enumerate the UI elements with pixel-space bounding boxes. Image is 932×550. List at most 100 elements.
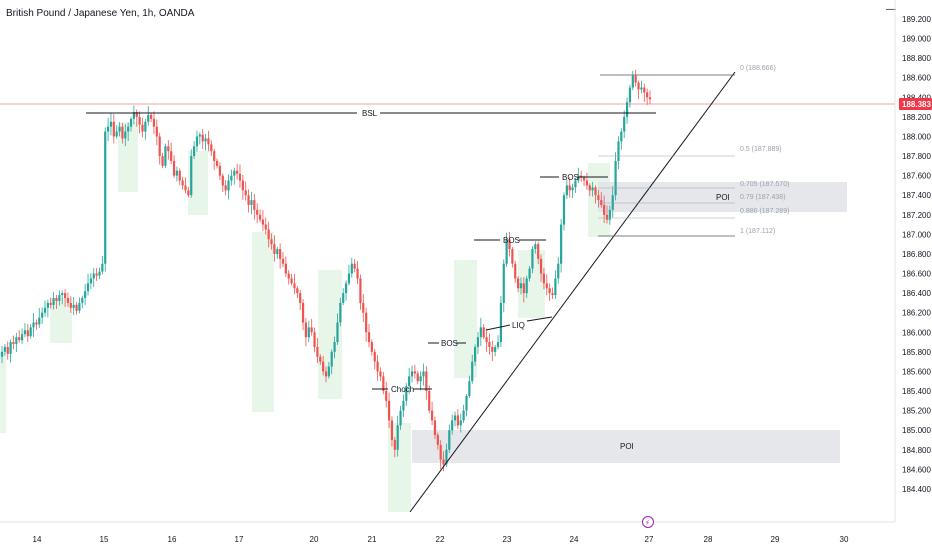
candle-body (218, 165, 222, 176)
candle-body (603, 205, 606, 215)
candle-body (241, 180, 244, 191)
candle-body (491, 346, 494, 352)
candle-body (419, 376, 422, 382)
candle-body (66, 298, 70, 303)
candle-body (617, 141, 620, 161)
price-tick-label: 187.400 (902, 191, 931, 200)
poi-zone-upper (598, 182, 847, 212)
price-tick-label: 189.200 (902, 15, 931, 24)
candle-body (15, 337, 18, 345)
candle-body (528, 268, 531, 279)
candle-body (379, 371, 382, 377)
candle-body (227, 180, 230, 191)
candle-body (95, 273, 98, 276)
candle-body (46, 302, 49, 308)
candle-body (402, 400, 405, 411)
time-tick-label: 17 (235, 535, 244, 544)
candle-body (600, 200, 603, 206)
candle-body (86, 283, 90, 292)
price-tick-label: 187.000 (902, 230, 931, 239)
candle-body (465, 395, 468, 411)
candle-body (109, 121, 113, 127)
fib-079-label: 0.79 (187.438) (740, 194, 786, 201)
candle-body (89, 278, 92, 284)
candle-body (18, 337, 21, 341)
fibonacci-retracement: 0 (188.666) 0.5 (187.889) 0.705 (187.570… (598, 65, 789, 237)
candle-body (253, 200, 256, 210)
candle-body (585, 180, 589, 186)
candle-body (195, 136, 199, 147)
candle-body (55, 298, 58, 301)
candle-body (534, 244, 537, 250)
price-tick-label: 188.200 (902, 113, 931, 122)
candle-body (588, 185, 591, 191)
candle-body (167, 146, 170, 152)
time-tick-label: 22 (436, 535, 445, 544)
candle-body (147, 114, 150, 122)
candle-body (319, 356, 322, 362)
time-tick-label: 14 (33, 535, 42, 544)
candle-body (187, 190, 190, 196)
candle-body (172, 160, 176, 176)
candle-body (439, 444, 442, 460)
time-tick-label: 27 (645, 535, 654, 544)
candle-body (247, 195, 250, 206)
candle-body (135, 112, 138, 117)
candle-body (161, 156, 164, 166)
candle-body (26, 330, 29, 337)
price-tick-label: 185.600 (902, 367, 931, 376)
trendline (409, 71, 736, 513)
candle-body (646, 92, 649, 98)
time-tick-label: 21 (368, 535, 377, 544)
fib-0886-label: 0.886 (187.289) (740, 208, 789, 215)
current-price-tag: 188.383 (899, 98, 932, 110)
economic-event-icon[interactable]: ⚡ (642, 516, 654, 528)
candle-body (49, 302, 52, 305)
candle-body (413, 371, 416, 374)
candle-body (296, 288, 299, 294)
price-tick-label: 188.000 (902, 132, 931, 141)
candle-body (118, 126, 121, 132)
candle-body (342, 293, 345, 303)
candle-body (43, 307, 47, 313)
candle-body (290, 278, 293, 284)
candle-body (204, 138, 207, 142)
candle-body (373, 351, 376, 362)
bsl-label: BSL (362, 109, 378, 118)
candle-body (273, 244, 276, 254)
candle-body (511, 249, 514, 264)
candle-body (250, 200, 253, 206)
candle-body (517, 278, 520, 289)
candle-body (75, 304, 78, 311)
candle-body (387, 400, 391, 421)
price-tick-label: 186.800 (902, 250, 931, 259)
candle-body (279, 249, 282, 259)
candle-body (127, 126, 130, 132)
candle-body (193, 146, 196, 157)
candle-body (562, 195, 566, 225)
collapse-icon[interactable]: — (886, 4, 896, 15)
candle-body (591, 187, 594, 191)
time-tick-label: 24 (570, 535, 579, 544)
session-zone (188, 151, 208, 215)
candle-body (390, 420, 394, 440)
candle-body (170, 151, 173, 161)
candle-body (270, 239, 273, 245)
price-tick-label: 187.200 (902, 211, 931, 220)
candle-body (129, 118, 133, 127)
price-axis[interactable]: 189.200 189.000 188.800 188.600 188.400 188.2… (902, 15, 931, 494)
candle-body (144, 121, 147, 132)
candle-body (625, 102, 629, 117)
candle-body (367, 332, 371, 343)
candle-body (121, 126, 124, 139)
candle-body (84, 291, 87, 299)
candle-body (256, 209, 259, 215)
poi-zone-lower (412, 430, 840, 463)
candle-body (623, 116, 626, 132)
candle-body (6, 346, 9, 354)
candle-body (551, 293, 554, 296)
candle-body (41, 312, 44, 318)
time-axis[interactable]: 14 15 16 17 20 21 22 23 24 27 28 29 30 (33, 535, 849, 544)
candle-body (307, 327, 310, 338)
